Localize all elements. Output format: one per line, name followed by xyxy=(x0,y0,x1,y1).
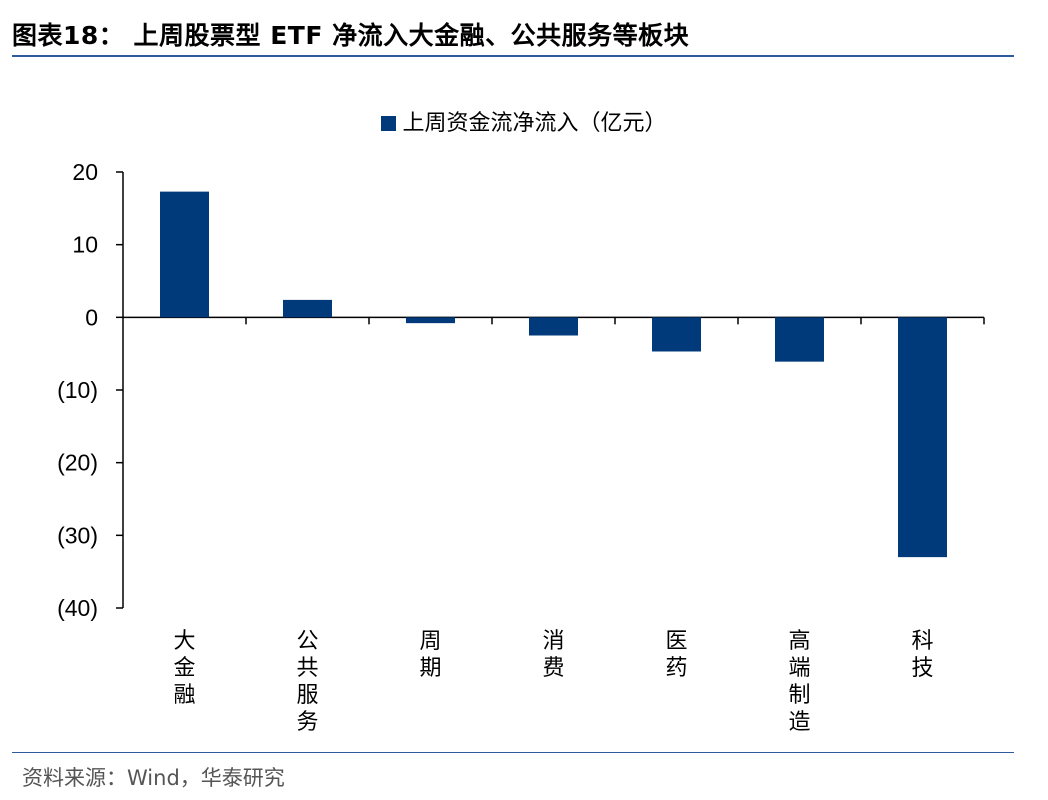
footer-divider xyxy=(12,752,1014,753)
y-tick-label: 20 xyxy=(72,159,98,185)
chart-title: 图表18： 上周股票型 ETF 净流入大金融、公共服务等板块 xyxy=(12,21,690,50)
x-category-label: 周期 xyxy=(419,629,441,681)
bar-周期 xyxy=(406,317,455,324)
bar-医药 xyxy=(652,317,701,352)
y-axis-ticks: 20 10 0 (10) (20) (30) (40) xyxy=(57,159,123,621)
x-category-label: 公共服务 xyxy=(296,629,318,735)
bar-高端制造 xyxy=(775,317,824,362)
x-category-label: 医药 xyxy=(665,629,687,681)
chart-bars xyxy=(160,191,947,558)
bar-科技 xyxy=(898,317,947,558)
title-divider xyxy=(12,55,1014,57)
bar-公共服务 xyxy=(283,299,332,318)
y-tick-label: 10 xyxy=(72,232,98,258)
legend-swatch xyxy=(381,116,397,131)
bar-消费 xyxy=(529,317,578,336)
chart-axes xyxy=(122,172,985,608)
legend-label: 上周资金流净流入（亿元） xyxy=(402,111,667,136)
x-category-label: 高端制造 xyxy=(788,629,810,735)
x-category-label: 大金融 xyxy=(173,629,195,708)
y-tick-label: (30) xyxy=(57,522,98,548)
y-tick-label: 0 xyxy=(85,304,98,330)
legend: 上周资金流净流入（亿元） xyxy=(0,105,1048,137)
y-tick-label: (10) xyxy=(57,377,98,403)
bar-大金融 xyxy=(160,191,209,318)
x-category-label: 科技 xyxy=(911,629,933,681)
source-note: 资料来源：Wind，华泰研究 xyxy=(22,766,285,790)
y-tick-label: (20) xyxy=(57,450,98,476)
x-category-label: 消费 xyxy=(542,629,564,681)
x-axis-categories: 大金融 公共服务 周期 消费 医药 高端制造 科技 xyxy=(173,629,933,735)
y-tick-label: (40) xyxy=(57,595,98,621)
